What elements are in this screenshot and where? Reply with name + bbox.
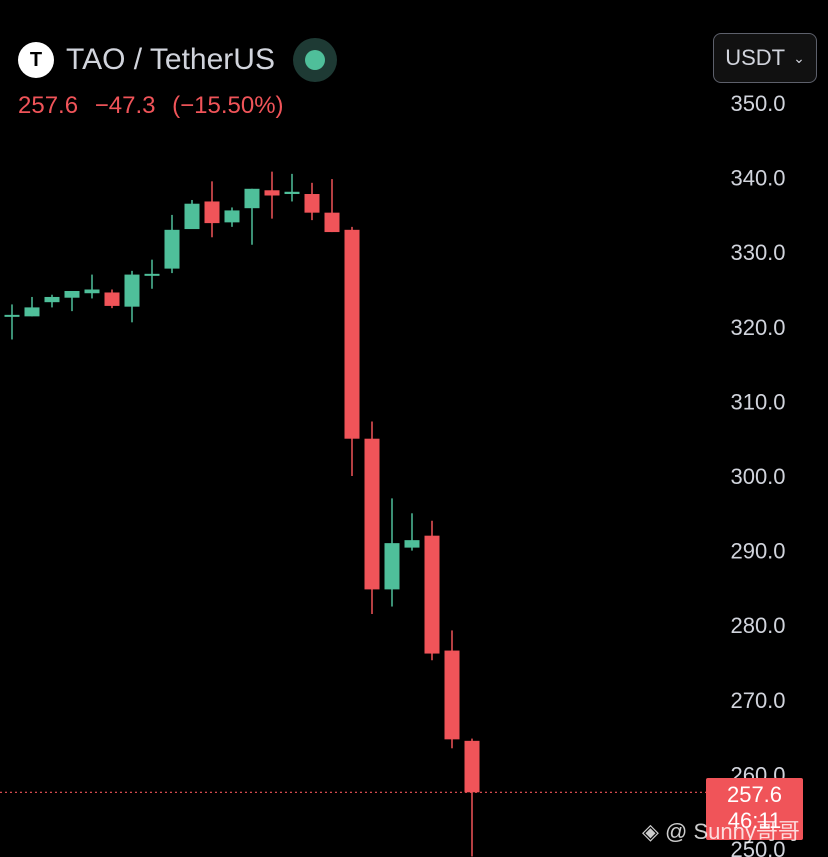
last-price-tag: 257.6 46:11: [706, 778, 803, 840]
candle-body-down: [344, 229, 360, 439]
candle-body-up: [284, 191, 300, 195]
candle-body-up: [164, 229, 180, 269]
candle-body-up: [24, 307, 40, 317]
candle-body-up: [224, 210, 240, 223]
candle-countdown: 46:11: [727, 808, 782, 833]
y-tick-label: 340.0: [730, 166, 785, 191]
y-tick-label: 270.0: [730, 688, 785, 713]
last-price: 257.6: [18, 92, 79, 119]
candle-body-up: [4, 314, 20, 317]
candle-body-up: [144, 273, 160, 276]
candle-body-down: [304, 194, 320, 213]
candle-body-down: [264, 190, 280, 196]
y-tick-label: 290.0: [730, 539, 785, 564]
candle-body-down: [424, 535, 440, 654]
y-tick-label: 280.0: [730, 613, 785, 638]
candle-body-up: [44, 296, 60, 303]
tao-logo-icon: T: [18, 42, 54, 78]
candle-body-down: [324, 212, 340, 233]
candle-body-up: [184, 203, 200, 230]
watermark: ◈ @ Sunny哥哥: [642, 819, 800, 844]
price-change-percent: (−15.50%): [172, 92, 284, 119]
candle-body-up: [384, 543, 400, 590]
candle-body-down: [204, 201, 220, 224]
y-tick-label: 350.0: [730, 91, 785, 116]
y-tick-label: 310.0: [730, 389, 785, 414]
y-tick-label: 250.0: [730, 837, 785, 857]
y-tick-label: 300.0: [730, 464, 785, 489]
currency-label: USDT: [725, 45, 786, 70]
candle-body-down: [104, 292, 120, 306]
last-price-tag-value: 257.6: [726, 782, 783, 807]
candle-body-up: [84, 289, 100, 294]
candle-body-down: [364, 438, 380, 590]
price-summary: 257.6 −47.3 (−15.50%): [18, 92, 294, 120]
candle-body-down: [444, 650, 460, 740]
chevron-down-icon: ⌄: [793, 49, 805, 66]
candle-body-up: [124, 274, 140, 307]
candle-body-up: [64, 290, 80, 298]
price-change: −47.3: [94, 92, 156, 119]
currency-selector[interactable]: USDT ⌄: [713, 33, 817, 83]
candle-body-down: [464, 740, 480, 793]
candle-body-up: [404, 540, 420, 548]
market-status-icon: [292, 38, 337, 82]
candle-body-up: [244, 188, 260, 209]
chart-header: T TAO / TetherUS: [18, 38, 337, 82]
y-tick-label: 330.0: [730, 240, 785, 265]
y-tick-label: 320.0: [730, 315, 785, 340]
pair-title[interactable]: TAO / TetherUS: [66, 43, 275, 76]
